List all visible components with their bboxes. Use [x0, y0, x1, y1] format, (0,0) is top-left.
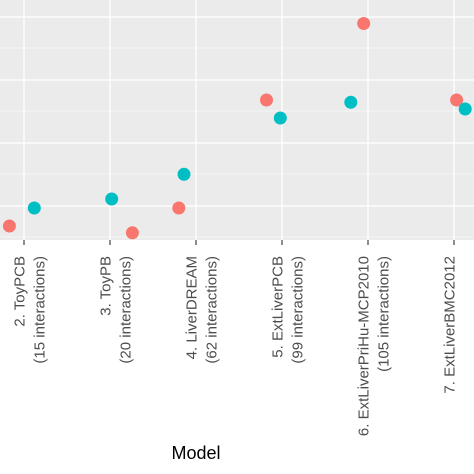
data-point-teal: [105, 192, 119, 206]
data-point-salmon: [260, 93, 273, 107]
x-tick-label: 7. ExtLiverBMC2012: [442, 256, 459, 394]
x-tick-label-detail: (20 interactions): [118, 256, 135, 364]
data-points: [2, 17, 472, 240]
data-point-salmon: [357, 17, 371, 30]
data-point-salmon: [450, 93, 464, 107]
data-point-salmon: [172, 201, 186, 215]
x-tick-label: 5. ExtLiverPCB: [270, 256, 287, 358]
data-point-teal: [27, 201, 41, 215]
data-point-teal: [458, 102, 472, 116]
x-tick-label-detail: (15 interactions): [32, 256, 49, 364]
x-tick-label-detail: (105 interactions): [376, 256, 393, 372]
data-point-salmon: [125, 226, 139, 240]
x-tick-label: 2. ToyPCB: [12, 256, 29, 327]
x-axis-tick-labels: 2. ToyPCB (15 interactions) 3. ToyPB (20 in…: [12, 256, 459, 436]
x-tick-label: 4. LiverDREAM: [184, 256, 201, 359]
x-tick-label: 3. ToyPB: [98, 256, 115, 316]
x-tick-label-detail: (99 interactions): [290, 256, 307, 364]
plot-panel: [0, 0, 474, 240]
x-tick-label-detail: (62 interactions): [204, 256, 221, 364]
grid-lines: [0, 0, 474, 240]
data-point-teal: [344, 95, 358, 109]
data-point-teal: [177, 167, 191, 181]
x-axis-title: Model: [171, 443, 220, 463]
data-point-salmon: [2, 219, 16, 233]
x-axis-ticks: [23, 240, 455, 245]
data-point-teal: [273, 111, 287, 125]
x-tick-label: 6. ExtLiverPriHu-MCP2010: [356, 256, 373, 436]
